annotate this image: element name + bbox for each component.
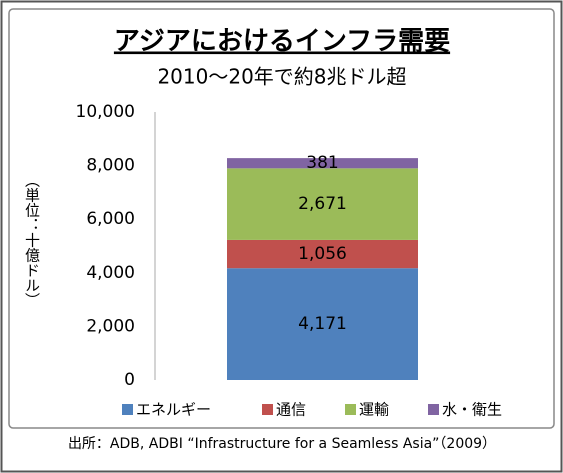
legend-label: 水・衛生 xyxy=(442,401,502,419)
y-tick-label: 6,000 xyxy=(86,209,135,229)
y-tick-label: 0 xyxy=(124,370,135,390)
data-label: 1,056 xyxy=(298,244,347,264)
bar-segment xyxy=(227,268,418,380)
source-note: 出所：ADB, ADBI “Infrastructure for a Seaml… xyxy=(68,436,496,452)
data-label: 2,671 xyxy=(298,194,347,214)
legend-swatch xyxy=(122,404,133,415)
y-tick-label: 10,000 xyxy=(76,102,135,122)
y-tick-label: 2,000 xyxy=(86,316,135,336)
legend-swatch xyxy=(262,404,273,415)
data-label: 4,171 xyxy=(298,314,347,334)
legend-label: 通信 xyxy=(276,401,306,419)
y-tick-label: 8,000 xyxy=(86,156,135,176)
data-label: 381 xyxy=(306,153,338,173)
bar-segment xyxy=(227,239,418,269)
legend-swatch xyxy=(428,404,439,415)
chart-title: アジアにおけるインフラ需要 xyxy=(114,27,450,57)
y-tick-label: 4,000 xyxy=(86,263,135,283)
y-axis-label: （単位：十億ドル） xyxy=(23,173,41,308)
bar-segment xyxy=(227,168,418,240)
bar-segment xyxy=(227,158,418,169)
legend-label: エネルギー xyxy=(136,401,211,419)
chart-subtitle: 2010〜20年で約8兆ドル超 xyxy=(157,65,406,89)
legend-label: 運輸 xyxy=(359,401,389,419)
legend-swatch xyxy=(345,404,356,415)
